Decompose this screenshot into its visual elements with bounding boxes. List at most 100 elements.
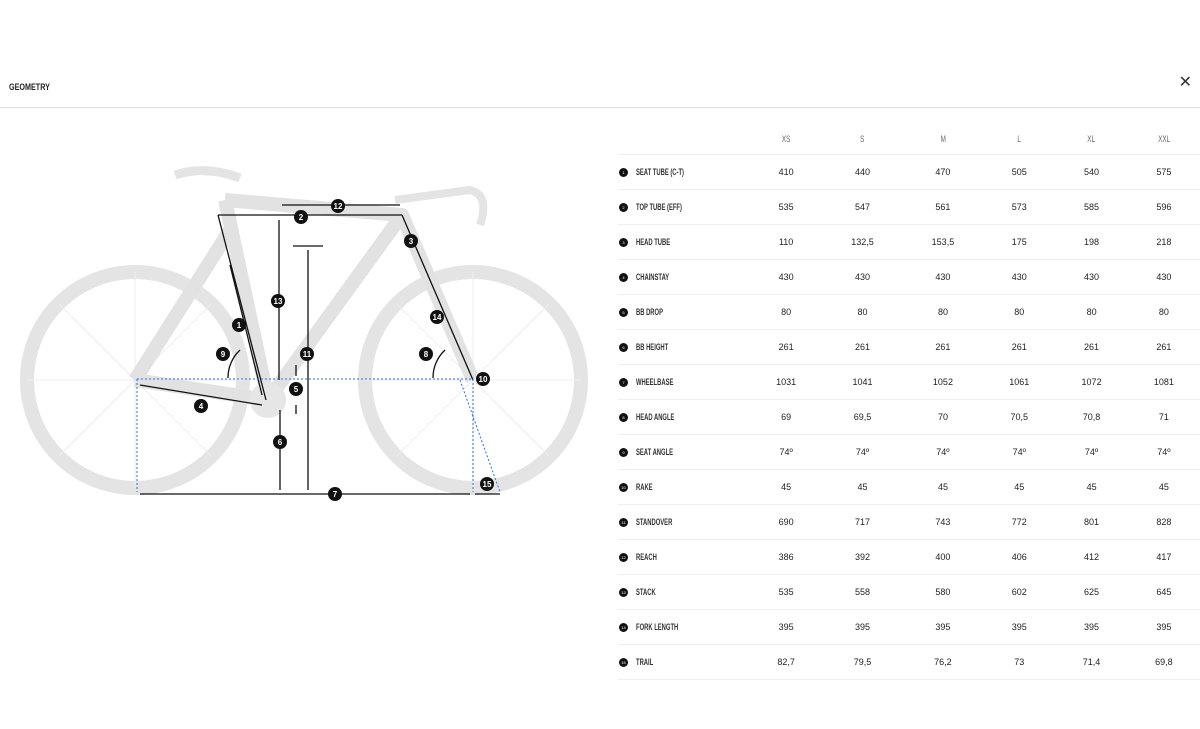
size-header-xl: XL <box>1087 134 1096 144</box>
cell-value: 602 <box>983 574 1056 610</box>
row-label-text: STACK <box>636 587 656 598</box>
cell-value: 1072 <box>1055 364 1128 400</box>
row-label: 2 TOP TUBE (EFF) <box>618 189 750 225</box>
row-label: 1 SEAT TUBE (C-T) <box>618 154 750 190</box>
table-row: 2 TOP TUBE (EFF) 535 547 561 573 585 596 <box>618 189 1200 225</box>
cell-value: 430 <box>750 259 823 295</box>
size-header-l: L <box>1017 134 1022 144</box>
cell-value: 430 <box>1127 259 1200 295</box>
row-label-text: TOP TUBE (EFF) <box>636 202 682 213</box>
row-label-text: WHEELBASE <box>636 377 674 388</box>
cell-value: 80 <box>750 294 823 330</box>
marker-label: 5 <box>294 385 299 394</box>
marker-label: 12 <box>334 202 343 211</box>
marker-label: 4 <box>199 402 204 411</box>
row-label: 15 TRAIL <box>618 644 750 680</box>
cell-value: 743 <box>902 504 984 540</box>
marker-label: 7 <box>333 490 338 499</box>
size-header-xs: XS <box>781 134 791 144</box>
table-row: 8 HEAD ANGLE 69 69,5 70 70,5 70,8 71 <box>618 399 1200 435</box>
cell-value: 430 <box>1055 259 1128 295</box>
row-number-badge: 15 <box>619 657 628 667</box>
row-label-text: SEAT TUBE (C-T) <box>636 167 684 178</box>
cell-value: 74º <box>1055 434 1128 470</box>
page-title: GEOMETRY <box>9 82 50 92</box>
row-label-text: STANDOVER <box>636 517 673 528</box>
row-label: 14 FORK LENGTH <box>618 609 750 645</box>
marker-label: 9 <box>221 350 226 359</box>
row-number-badge: 12 <box>619 552 628 562</box>
reference-lines <box>136 378 501 493</box>
cell-value: 74º <box>822 434 903 470</box>
cell-value: 79,5 <box>822 644 903 680</box>
cell-value: 430 <box>902 259 984 295</box>
cell-value: 395 <box>983 609 1056 645</box>
marker-13 <box>271 294 285 308</box>
cell-value: 76,2 <box>902 644 984 680</box>
table-row: 7 WHEELBASE 1031 1041 1052 1061 1072 1081 <box>618 364 1200 400</box>
cell-value: 45 <box>983 469 1056 505</box>
size-header-m: M <box>940 134 946 144</box>
marker-8 <box>419 347 433 361</box>
row-label-text: REACH <box>636 552 657 563</box>
cell-value: 82,7 <box>750 644 823 680</box>
marker-6 <box>273 435 287 449</box>
cell-value: 45 <box>1055 469 1128 505</box>
cell-value: 45 <box>1127 469 1200 505</box>
row-number-badge: 2 <box>619 202 628 212</box>
row-number-badge: 1 <box>619 167 628 177</box>
cell-value: 45 <box>822 469 903 505</box>
cell-value: 80 <box>983 294 1056 330</box>
row-number-badge: 8 <box>619 412 628 422</box>
cell-value: 74º <box>983 434 1056 470</box>
row-label: 3 HEAD TUBE <box>618 224 750 260</box>
cell-value: 430 <box>983 259 1056 295</box>
cell-value: 1081 <box>1127 364 1200 400</box>
geometry-table: XS S M L XL XXL 1 SEAT TUBE (C-T) 410 440 470 505 5… <box>618 124 1200 680</box>
cell-value: 175 <box>983 224 1056 260</box>
row-number-badge: 11 <box>619 517 628 527</box>
cell-value: 573 <box>983 189 1056 225</box>
cell-value: 410 <box>750 154 823 190</box>
cell-value: 1061 <box>983 364 1056 400</box>
row-label-text: BB HEIGHT <box>636 342 669 353</box>
close-icon[interactable]: ✕ <box>1178 74 1192 91</box>
cell-value: 596 <box>1127 189 1200 225</box>
cell-value: 198 <box>1055 224 1128 260</box>
row-label: 7 WHEELBASE <box>618 364 750 400</box>
row-number-badge: 13 <box>619 587 628 597</box>
table-row: 12 REACH 386 392 400 406 412 417 <box>618 539 1200 575</box>
cell-value: 69,5 <box>822 399 903 435</box>
marker-5 <box>289 382 303 396</box>
row-label-text: HEAD ANGLE <box>636 412 675 423</box>
cell-value: 80 <box>822 294 903 330</box>
cell-value: 261 <box>822 329 903 365</box>
cell-value: 1052 <box>902 364 984 400</box>
table-row: 6 BB HEIGHT 261 261 261 261 261 261 <box>618 329 1200 365</box>
row-label: 10 RAKE <box>618 469 750 505</box>
table-row: 4 CHAINSTAY 430 430 430 430 430 430 <box>618 259 1200 295</box>
row-label-text: FORK LENGTH <box>636 622 679 633</box>
marker-1 <box>232 318 246 332</box>
cell-value: 386 <box>750 539 823 575</box>
marker-4 <box>194 399 208 413</box>
cell-value: 69 <box>750 399 823 435</box>
cell-value: 801 <box>1055 504 1128 540</box>
marker-label: 3 <box>409 237 414 246</box>
cell-value: 828 <box>1127 504 1200 540</box>
row-number-badge: 9 <box>619 447 628 457</box>
table-row: 11 STANDOVER 690 717 743 772 801 828 <box>618 504 1200 540</box>
cell-value: 1041 <box>822 364 903 400</box>
row-number-badge: 7 <box>619 377 628 387</box>
size-header-s: S <box>860 134 865 144</box>
cell-value: 261 <box>1055 329 1128 365</box>
cell-value: 132,5 <box>822 224 903 260</box>
cell-value: 110 <box>750 224 823 260</box>
cell-value: 645 <box>1127 574 1200 610</box>
row-label: 5 BB DROP <box>618 294 750 330</box>
cell-value: 1031 <box>750 364 823 400</box>
dimension-lines <box>139 204 500 495</box>
cell-value: 395 <box>750 609 823 645</box>
cell-value: 218 <box>1127 224 1200 260</box>
